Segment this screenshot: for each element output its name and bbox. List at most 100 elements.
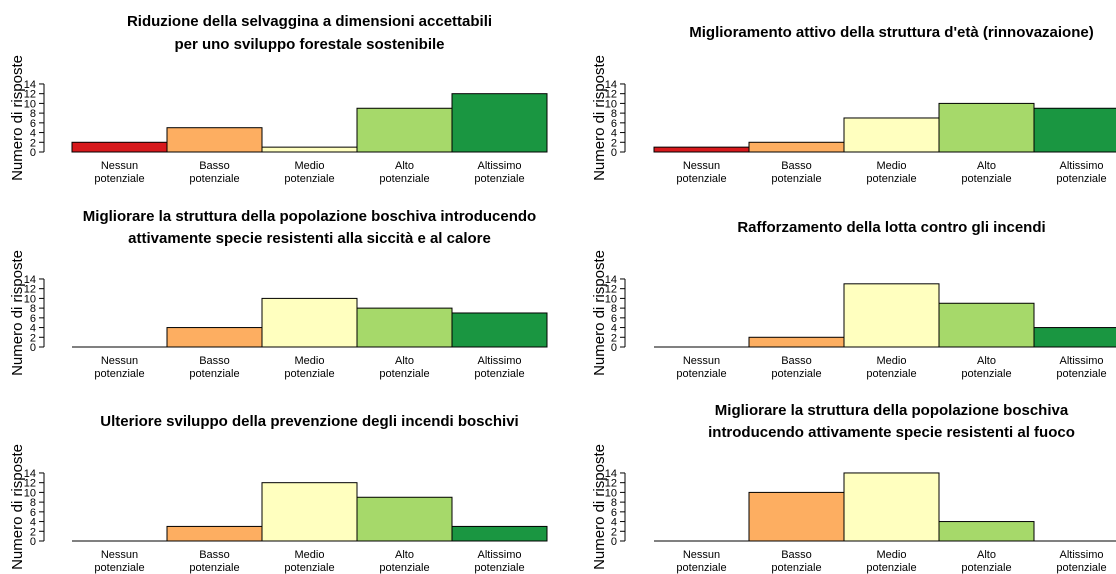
category-label: potenziale [474,173,524,185]
y-tick-label: 4 [30,517,36,529]
y-tick-label: 10 [24,98,36,110]
category-label: Nessun [101,549,138,561]
chart-panel-4: Rafforzamento della lotta contro gli inc… [591,219,1116,380]
y-tick-label: 12 [605,89,617,101]
category-label: Medio [295,160,325,172]
y-tick-label: 8 [30,497,36,509]
category-label: potenziale [771,173,821,185]
category-label: potenziale [961,562,1011,574]
bar [261,297,358,348]
category-label: Medio [877,160,907,172]
y-tick-label: 6 [611,507,617,519]
bar [166,525,263,542]
category-label: potenziale [379,562,429,574]
bar [166,327,263,348]
chart-title: Rafforzamento della lotta contro gli inc… [737,219,1045,236]
y-tick-label: 14 [24,274,36,286]
y-tick-label: 14 [605,274,617,286]
category-label: potenziale [94,562,144,574]
category-label: Altissimo [1059,355,1103,367]
y-tick-label: 8 [30,108,36,120]
bar [356,107,453,153]
y-tick-label: 10 [605,487,617,499]
bar [261,146,358,153]
chart-title: Miglioramento attivo della struttura d'e… [689,24,1093,41]
y-axis-label: Numero di risposte [591,250,608,376]
y-tick-label: 4 [611,517,617,529]
category-label: potenziale [284,562,334,574]
chart-panel-5: Ulteriore sviluppo della prevenzione deg… [9,413,548,574]
y-tick-label: 14 [24,79,36,91]
bar [843,472,940,542]
y-tick-label: 4 [30,128,36,140]
y-axis-label: Numero di risposte [9,250,26,376]
y-axis-label: Numero di risposte [9,55,26,181]
chart-title: Riduzione della selvaggina a dimensioni … [127,13,492,30]
y-tick-label: 0 [611,536,617,548]
chart-title: Migliorare la struttura della popolazion… [715,402,1069,419]
y-tick-label: 14 [605,468,617,480]
category-label: Altissimo [1059,549,1103,561]
y-tick-label: 2 [611,137,617,149]
y-axis-label: Numero di risposte [591,444,608,570]
y-tick-label: 0 [611,342,617,354]
y-axis-label: Numero di risposte [9,444,26,570]
y-tick-label: 12 [605,478,617,490]
category-label: potenziale [189,562,239,574]
y-tick-label: 4 [611,323,617,335]
category-label: potenziale [771,562,821,574]
bar [71,141,168,153]
chart-panel-6: Migliorare la struttura della popolazion… [591,402,1116,574]
category-label: Basso [781,355,812,367]
y-tick-label: 6 [30,313,36,325]
category-label: potenziale [961,368,1011,380]
category-label: potenziale [1056,562,1106,574]
category-label: Altissimo [1059,160,1103,172]
category-label: Medio [877,549,907,561]
y-tick-label: 6 [611,313,617,325]
category-label: Nessun [101,355,138,367]
category-label: potenziale [676,173,726,185]
y-tick-label: 10 [605,293,617,305]
y-tick-label: 12 [24,284,36,296]
bar [748,336,845,348]
chart-title: Ulteriore sviluppo della prevenzione deg… [100,413,518,430]
bar [451,93,548,153]
category-label: potenziale [284,368,334,380]
category-label: potenziale [379,173,429,185]
category-label: potenziale [961,173,1011,185]
category-label: Nessun [683,549,720,561]
category-label: Alto [977,355,996,367]
category-label: potenziale [94,173,144,185]
category-label: Alto [395,160,414,172]
bar [451,525,548,542]
chart-panel-1: Riduzione della selvaggina a dimensioni … [9,13,548,185]
category-label: Nessun [683,355,720,367]
y-tick-label: 2 [30,137,36,149]
chart-title: attivamente specie resistenti alla sicci… [128,230,491,247]
y-tick-label: 4 [611,128,617,140]
category-label: potenziale [474,368,524,380]
y-tick-label: 8 [611,303,617,315]
y-tick-label: 8 [611,497,617,509]
bar [166,127,263,153]
y-tick-label: 12 [24,89,36,101]
bar [843,117,940,153]
category-label: potenziale [379,368,429,380]
category-label: potenziale [94,368,144,380]
bar [748,491,845,542]
category-label: potenziale [189,368,239,380]
bar [843,283,940,348]
category-label: Medio [877,355,907,367]
chart-panel-3: Migliorare la struttura della popolazion… [9,208,548,380]
bar [451,312,548,348]
category-label: potenziale [866,368,916,380]
bar [261,482,358,542]
y-tick-label: 8 [30,303,36,315]
bar [938,521,1035,542]
category-label: Alto [395,549,414,561]
y-tick-label: 2 [30,332,36,344]
category-label: potenziale [1056,368,1106,380]
bar [1033,327,1116,348]
y-tick-label: 0 [611,147,617,159]
